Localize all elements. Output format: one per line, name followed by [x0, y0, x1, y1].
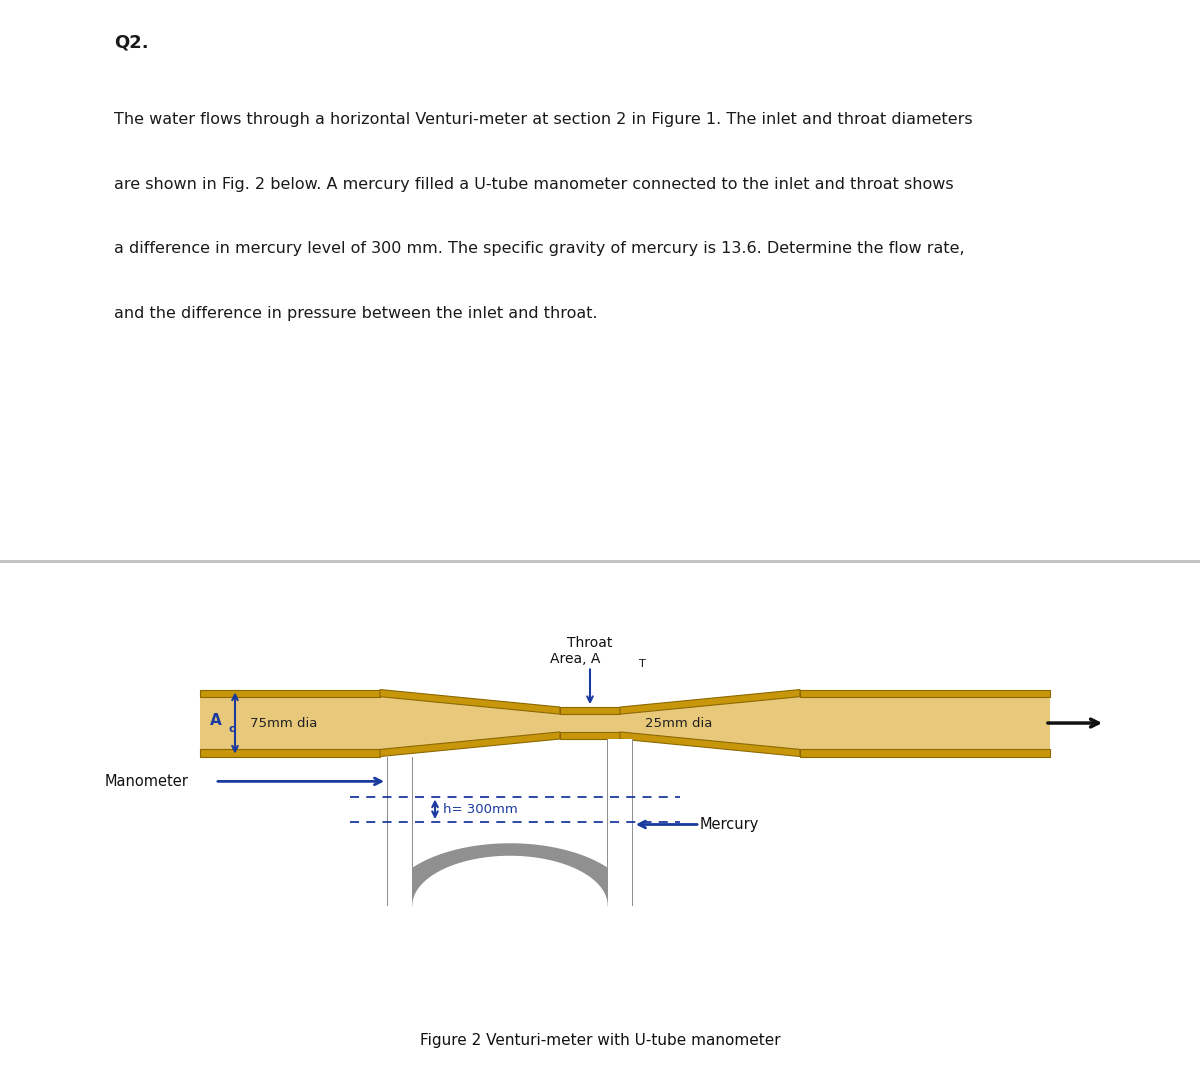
Polygon shape — [200, 750, 380, 756]
Polygon shape — [620, 732, 800, 756]
Polygon shape — [380, 732, 560, 756]
Text: Manometer: Manometer — [106, 774, 188, 789]
Text: Throat: Throat — [568, 635, 613, 649]
Text: 25mm dia: 25mm dia — [646, 717, 713, 729]
Text: The water flows through a horizontal Venturi-meter at section 2 in Figure 1. The: The water flows through a horizontal Ven… — [114, 112, 973, 127]
Polygon shape — [620, 696, 800, 750]
Polygon shape — [386, 756, 413, 906]
Text: Q2.: Q2. — [114, 34, 149, 51]
Polygon shape — [800, 750, 1050, 756]
Polygon shape — [560, 732, 620, 739]
Polygon shape — [800, 696, 1050, 750]
Text: $\mathbf{o}$: $\mathbf{o}$ — [228, 724, 238, 734]
Text: Mercury: Mercury — [700, 817, 760, 832]
Polygon shape — [413, 857, 607, 906]
Polygon shape — [200, 690, 380, 696]
Polygon shape — [386, 844, 634, 906]
Text: Figure 2 Venturi-meter with U-tube manometer: Figure 2 Venturi-meter with U-tube manom… — [420, 1033, 780, 1048]
Polygon shape — [380, 690, 560, 714]
Text: $\mathbf{A}$: $\mathbf{A}$ — [209, 712, 223, 728]
Text: 75mm dia: 75mm dia — [250, 717, 317, 729]
Text: T: T — [638, 659, 646, 669]
Polygon shape — [608, 739, 632, 906]
Polygon shape — [388, 756, 412, 906]
Text: Area, A: Area, A — [550, 653, 600, 666]
Polygon shape — [607, 739, 634, 906]
Polygon shape — [800, 690, 1050, 696]
Text: h= 300mm: h= 300mm — [443, 803, 517, 816]
Polygon shape — [560, 714, 620, 732]
Polygon shape — [200, 696, 380, 750]
Polygon shape — [620, 690, 800, 714]
Text: are shown in Fig. 2 below. A mercury filled a U-tube manometer connected to the : are shown in Fig. 2 below. A mercury fil… — [114, 176, 954, 191]
Text: a difference in mercury level of 300 mm. The specific gravity of mercury is 13.6: a difference in mercury level of 300 mm.… — [114, 241, 965, 256]
Text: and the difference in pressure between the inlet and throat.: and the difference in pressure between t… — [114, 305, 598, 320]
Polygon shape — [560, 707, 620, 714]
Polygon shape — [380, 696, 560, 750]
